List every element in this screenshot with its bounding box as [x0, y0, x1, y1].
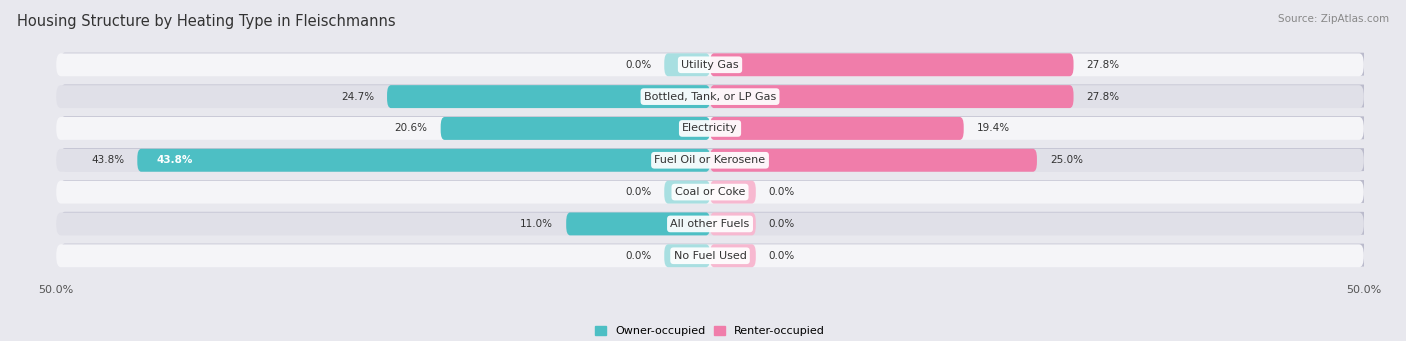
FancyBboxPatch shape	[710, 85, 1074, 108]
FancyBboxPatch shape	[710, 117, 963, 140]
Text: 43.8%: 43.8%	[157, 155, 193, 165]
Text: 20.6%: 20.6%	[395, 123, 427, 133]
FancyBboxPatch shape	[710, 53, 1074, 76]
FancyBboxPatch shape	[60, 85, 1368, 107]
FancyBboxPatch shape	[664, 244, 710, 267]
FancyBboxPatch shape	[56, 149, 1364, 172]
Text: 0.0%: 0.0%	[624, 251, 651, 261]
Text: 0.0%: 0.0%	[624, 187, 651, 197]
Text: 0.0%: 0.0%	[624, 60, 651, 70]
Text: Electricity: Electricity	[682, 123, 738, 133]
FancyBboxPatch shape	[56, 117, 1364, 140]
Text: Bottled, Tank, or LP Gas: Bottled, Tank, or LP Gas	[644, 92, 776, 102]
Text: 43.8%: 43.8%	[91, 155, 124, 165]
FancyBboxPatch shape	[60, 212, 1368, 235]
Text: 0.0%: 0.0%	[769, 187, 796, 197]
Text: 24.7%: 24.7%	[340, 92, 374, 102]
Text: No Fuel Used: No Fuel Used	[673, 251, 747, 261]
FancyBboxPatch shape	[664, 181, 710, 204]
FancyBboxPatch shape	[387, 85, 710, 108]
Text: 11.0%: 11.0%	[520, 219, 553, 229]
FancyBboxPatch shape	[56, 212, 1364, 235]
FancyBboxPatch shape	[60, 53, 1368, 76]
Text: 0.0%: 0.0%	[769, 251, 796, 261]
Text: 25.0%: 25.0%	[1050, 155, 1083, 165]
Text: 19.4%: 19.4%	[977, 123, 1010, 133]
FancyBboxPatch shape	[56, 181, 1364, 204]
Text: 0.0%: 0.0%	[769, 219, 796, 229]
Legend: Owner-occupied, Renter-occupied: Owner-occupied, Renter-occupied	[591, 322, 830, 341]
FancyBboxPatch shape	[56, 244, 1364, 267]
FancyBboxPatch shape	[710, 181, 756, 204]
FancyBboxPatch shape	[710, 149, 1038, 172]
FancyBboxPatch shape	[60, 244, 1368, 267]
Text: 27.8%: 27.8%	[1087, 60, 1119, 70]
FancyBboxPatch shape	[664, 53, 710, 76]
FancyBboxPatch shape	[710, 212, 756, 235]
FancyBboxPatch shape	[138, 149, 710, 172]
FancyBboxPatch shape	[60, 180, 1368, 203]
Text: Source: ZipAtlas.com: Source: ZipAtlas.com	[1278, 14, 1389, 24]
Text: 27.8%: 27.8%	[1087, 92, 1119, 102]
Text: Utility Gas: Utility Gas	[682, 60, 738, 70]
FancyBboxPatch shape	[56, 53, 1364, 76]
FancyBboxPatch shape	[56, 85, 1364, 108]
Text: Coal or Coke: Coal or Coke	[675, 187, 745, 197]
Text: Housing Structure by Heating Type in Fleischmanns: Housing Structure by Heating Type in Fle…	[17, 14, 395, 29]
FancyBboxPatch shape	[60, 148, 1368, 171]
FancyBboxPatch shape	[60, 116, 1368, 139]
FancyBboxPatch shape	[440, 117, 710, 140]
FancyBboxPatch shape	[710, 244, 756, 267]
Text: Fuel Oil or Kerosene: Fuel Oil or Kerosene	[654, 155, 766, 165]
Text: All other Fuels: All other Fuels	[671, 219, 749, 229]
FancyBboxPatch shape	[567, 212, 710, 235]
